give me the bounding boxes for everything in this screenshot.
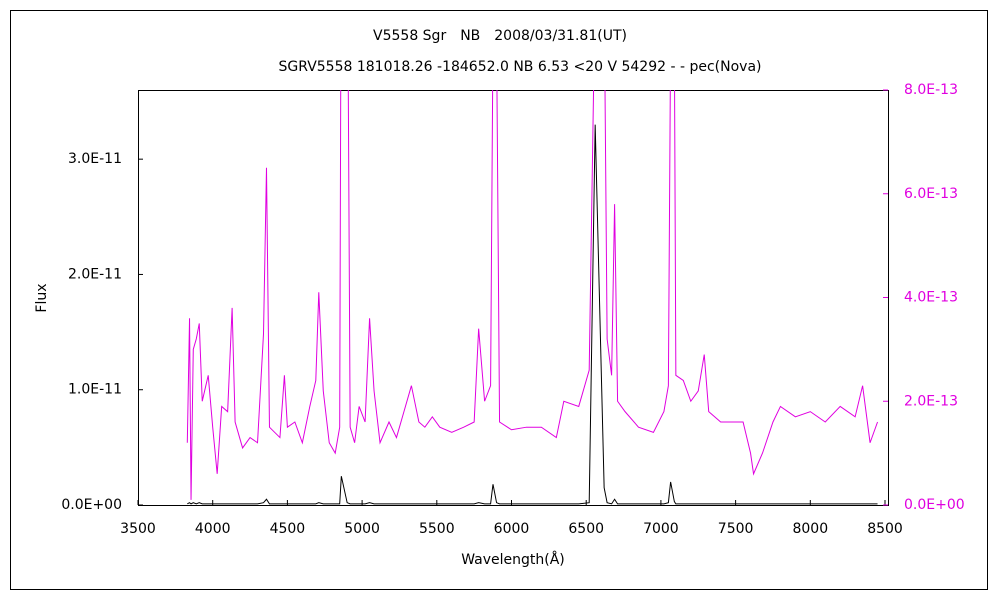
y-tick-label: 3.0E-11 — [68, 151, 122, 167]
y2-tick-label: 4.0E-13 — [904, 290, 958, 306]
y-tick-label: 0.0E+00 — [61, 497, 122, 513]
plot-lines — [186, 90, 879, 505]
x-tick-label: 6000 — [494, 521, 530, 537]
y2-tick-label: 2.0E-13 — [904, 393, 958, 409]
x-axis-label: Wavelength(Å) — [461, 551, 565, 568]
x-tick-label: 7500 — [718, 521, 754, 537]
y-tick-label: 2.0E-11 — [68, 266, 122, 282]
y2-tick-label: 8.0E-13 — [904, 82, 958, 98]
x-tick-label: 5000 — [344, 521, 380, 537]
x-tick-label: 8000 — [792, 521, 828, 537]
y-axis-label: Flux — [34, 283, 50, 312]
x-tick-label: 4500 — [270, 521, 306, 537]
y2-tick-label: 6.0E-13 — [904, 186, 958, 202]
plot-area — [138, 90, 889, 506]
y-tick-label: 1.0E-11 — [68, 382, 122, 398]
frame — [10, 10, 988, 590]
x-tick-label: 7000 — [643, 521, 679, 537]
x-tick-label: 8500 — [867, 521, 903, 537]
x-tick-label: 5500 — [419, 521, 455, 537]
spectrum-line — [186, 90, 879, 500]
chart-subtitle: SGRV5558 181018.26 -184652.0 NB 6.53 <20… — [279, 59, 762, 75]
x-tick-label: 4000 — [195, 521, 231, 537]
chart-title: V5558 Sgr NB 2008/03/31.81(UT) — [373, 28, 627, 44]
x-tick-label: 3500 — [120, 521, 156, 537]
y2-tick-label: 0.0E+00 — [904, 497, 965, 513]
x-tick-label: 6500 — [568, 521, 604, 537]
spectrum-line — [187, 124, 878, 505]
